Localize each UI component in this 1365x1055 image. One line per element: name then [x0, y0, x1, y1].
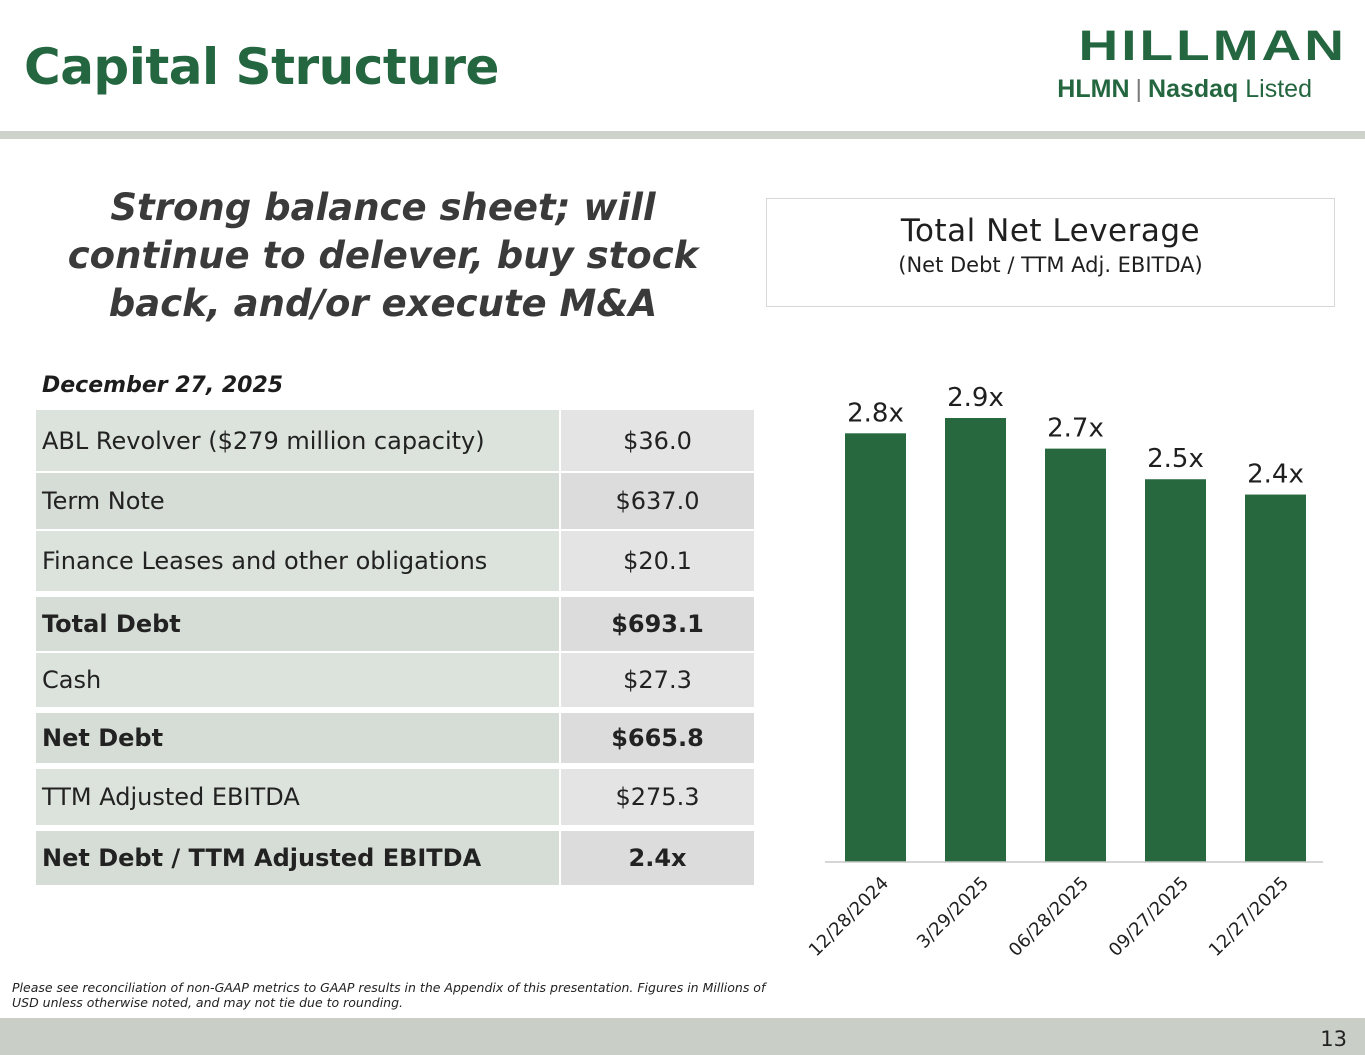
x-tick-label: 12/28/2024 [805, 873, 893, 961]
row-label: Net Debt / TTM Adjusted EBITDA [36, 828, 561, 887]
row-value: $665.8 [560, 710, 754, 769]
row-value: $693.1 [560, 594, 754, 653]
row-label: Finance Leases and other obligations [36, 530, 561, 597]
hillman-logo: HILLMAN HLMN | Nasdaq Listed [985, 24, 1347, 104]
page-number: 13 [1320, 1027, 1347, 1051]
logo-listing: HLMN | Nasdaq Listed [985, 75, 1347, 104]
data-label: 2.4x [1247, 460, 1304, 490]
logo-separator: | [1135, 75, 1143, 103]
logo-exchange: Nasdaq [1148, 75, 1239, 103]
data-label: 2.7x [1047, 414, 1104, 444]
logo-ticker: HLMN [1057, 75, 1130, 103]
row-label: ABL Revolver ($279 million capacity) [36, 410, 561, 473]
leverage-bar-chart: 2.8x 12/28/2024 2.9x 3/29/2025 2.7x 06/28/202… [805, 383, 1323, 961]
x-tick-label: 09/27/2025 [1105, 873, 1193, 961]
row-label: Term Note [36, 472, 561, 531]
header-divider [0, 131, 1365, 139]
chart-subtitle: (Net Debt / TTM Adj. EBITDA) [898, 253, 1203, 277]
headline: Strong balance sheet; will continue to d… [67, 186, 699, 325]
row-value: $27.3 [560, 652, 754, 713]
row-label: Total Debt [36, 594, 561, 653]
logo-wordmark: HILLMAN [1078, 20, 1347, 70]
table-row: TTM Adjusted EBITDA $275.3 [36, 766, 754, 831]
bar-12/28/2024 [845, 433, 906, 862]
row-value: 2.4x [560, 828, 754, 887]
table-row: ABL Revolver ($279 million capacity) $36… [36, 410, 754, 473]
data-label: 2.5x [1147, 444, 1204, 474]
bar-06/28/2025 [1045, 448, 1106, 862]
table-row: Net Debt / TTM Adjusted EBITDA 2.4x [36, 828, 754, 887]
table-row: Cash $27.3 [36, 652, 754, 713]
bar-09/27/2025 [1145, 479, 1206, 862]
x-tick-label: 12/27/2025 [1205, 873, 1293, 961]
logo-listed: Listed [1245, 75, 1312, 103]
table-row: Total Debt $693.1 [36, 594, 754, 653]
data-label: 2.8x [847, 398, 904, 428]
row-value: $275.3 [560, 766, 754, 831]
table-row: Net Debt $665.8 [36, 710, 754, 769]
table-row: Finance Leases and other obligations $20… [36, 530, 754, 597]
row-label: Net Debt [36, 710, 561, 769]
row-label: TTM Adjusted EBITDA [36, 766, 561, 831]
row-value: $20.1 [560, 530, 754, 597]
footer-bar [0, 1018, 1365, 1055]
as-of-date: December 27, 2025 [42, 373, 284, 398]
footnote: Please see reconciliation of non-GAAP me… [12, 980, 766, 1010]
bar-12/27/2025 [1245, 494, 1306, 862]
row-label: Cash [36, 652, 561, 713]
row-value: $637.0 [560, 472, 754, 531]
chart-title: Total Net Leverage [900, 213, 1201, 249]
table-row: Term Note $637.0 [36, 472, 754, 531]
x-tick-label: 3/29/2025 [913, 873, 993, 953]
capital-structure-table: ABL Revolver ($279 million capacity) $36… [36, 410, 754, 887]
page-title: Capital Structure [24, 38, 499, 96]
data-label: 2.9x [947, 383, 1004, 413]
x-tick-label: 06/28/2025 [1005, 873, 1093, 961]
bar-3/29/2025 [945, 418, 1006, 862]
chart-title-box: Total Net Leverage (Net Debt / TTM Adj. … [766, 198, 1335, 307]
row-value: $36.0 [560, 410, 754, 473]
